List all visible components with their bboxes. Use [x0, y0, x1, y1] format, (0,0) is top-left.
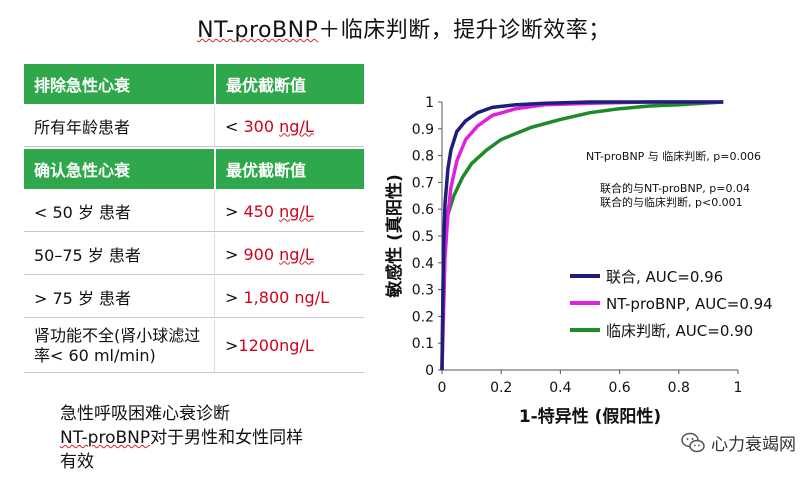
table-row: 50–75 岁 患者 > 900 ng/L [24, 234, 364, 275]
y-tick-label: 0.6 [412, 202, 434, 218]
annotation: 联合的与NT-proBNP, p=0.04 [600, 181, 750, 195]
header-exclude-cutoff: 最优截断值 [214, 64, 364, 104]
roc-chart: 0 0.1 0.2 0.3 0.4 0.5 0.6 0.7 0.8 0.9 1 0 0.2 0.4 0.6 0… [370, 80, 800, 427]
table-row: > 75 岁 患者 > 1,800 ng/L [24, 277, 364, 318]
annotation: NT-proBNP 与 临床判断, p=0.006 [586, 149, 761, 163]
row-all-label: 所有年龄患者 [24, 106, 214, 147]
table-row: 所有年龄患者 < 300 ng/L [24, 106, 364, 147]
roc-chart-svg: 0 0.1 0.2 0.3 0.4 0.5 0.6 0.7 0.8 0.9 1 0 0.2 0.4 0.6 0… [384, 95, 773, 427]
row-label: 50–75 岁 患者 [24, 234, 214, 275]
y-tick-label: 0 [425, 363, 434, 379]
y-axis-label: 敏感性 (真阳性) [384, 174, 405, 298]
y-tick-label: 0.3 [412, 283, 434, 299]
row-label: < 50 岁 患者 [24, 191, 214, 232]
y-tick-label: 0.1 [412, 336, 434, 352]
row-label: > 75 岁 患者 [24, 277, 214, 318]
table-header-confirm: 确认急性心衰 最优截断值 [24, 149, 364, 189]
x-tick-label: 0.6 [608, 380, 630, 396]
wechat-icon [681, 432, 705, 452]
row-value: >1200ng/L [214, 320, 364, 373]
title-nt-probnp: NT-proBNP [197, 18, 319, 43]
page-title: NT-proBNP＋临床判断，提升诊断效率； [0, 12, 808, 44]
table-header-exclude: 排除急性心衰 最优截断值 [24, 64, 364, 104]
row-value: > 900 ng/L [214, 234, 364, 275]
y-tick-label: 1 [425, 95, 434, 111]
watermark: 心力衰竭网 [681, 430, 796, 455]
y-tick-label: 0.2 [412, 309, 434, 325]
title-rest: ＋临床判断，提升诊断效率； [318, 18, 611, 43]
row-label: 肾功能不全(肾小球滤过率< 60 ml/min) [24, 320, 214, 373]
note-line-1: 急性呼吸困难心衰诊断 [60, 404, 230, 424]
table-row: 肾功能不全(肾小球滤过率< 60 ml/min) >1200ng/L [24, 320, 364, 373]
watermark-text: 心力衰竭网 [711, 435, 796, 455]
series-line [440, 100, 724, 371]
header-exclude-label: 排除急性心衰 [24, 64, 214, 104]
x-tick-label: 0.4 [549, 380, 571, 396]
x-tick-label: 0 [438, 380, 447, 396]
table-row: < 50 岁 患者 > 450 ng/L [24, 191, 364, 232]
note-text: 急性呼吸困难心衰诊断 NT-proBNP对于男性和女性同样 有效 [60, 402, 303, 474]
y-tick-label: 0.4 [412, 256, 434, 272]
header-confirm-cutoff: 最优截断值 [214, 149, 364, 189]
header-confirm-label: 确认急性心衰 [24, 149, 214, 189]
y-tick-label: 0.9 [412, 122, 434, 138]
x-tick-label: 0.2 [490, 380, 512, 396]
row-value: > 450 ng/L [214, 191, 364, 232]
y-tick-label: 0.5 [412, 229, 434, 245]
note-line-2: NT-proBNP对于男性和女性同样 [60, 428, 304, 448]
note-line-3: 有效 [60, 452, 94, 472]
row-value: > 1,800 ng/L [214, 277, 364, 318]
row-all-value: < 300 ng/L [214, 106, 364, 147]
x-tick-label: 1 [734, 380, 743, 396]
annotation: 联合的与临床判断, p<0.001 [600, 195, 743, 209]
x-axis-label: 1-特异性 (假阳性) [519, 406, 661, 425]
x-tick-label: 0.8 [668, 380, 690, 396]
y-tick-label: 0.7 [412, 175, 434, 191]
cutoff-table: 排除急性心衰 最优截断值 所有年龄患者 < 300 ng/L 确认急性心衰 最优… [24, 62, 364, 375]
legend-label: 临床判断, AUC=0.90 [606, 322, 753, 340]
y-tick-label: 0.8 [412, 149, 434, 165]
legend-label: 联合, AUC=0.96 [606, 268, 723, 286]
legend-label: NT-proBNP, AUC=0.94 [606, 295, 773, 313]
